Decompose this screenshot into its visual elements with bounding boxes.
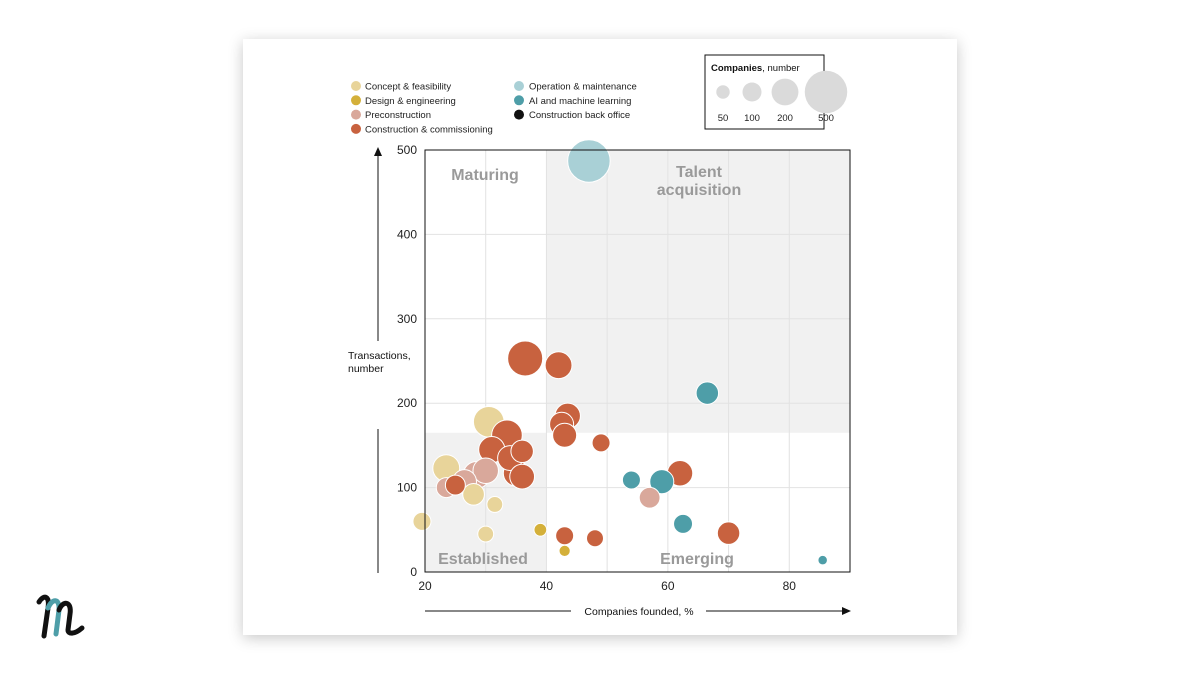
size-legend-label: 200	[777, 113, 793, 124]
x-tick-label: 60	[661, 579, 675, 593]
y-tick-label: 100	[397, 481, 417, 495]
y-axis-arrow-head	[374, 147, 382, 156]
bubble-construction	[509, 463, 536, 490]
quadrant-label-established: Established	[438, 551, 528, 568]
bubble-ai	[673, 513, 694, 534]
legend-swatch-concept	[351, 81, 361, 91]
size-legend-circle	[771, 78, 799, 106]
bubble-operation	[567, 139, 611, 183]
size-legend: Companies, number 50 100 200 500	[704, 54, 848, 130]
y-axis-label-line1: Transactions,	[348, 350, 411, 362]
legend-label-precon: Preconstruction	[365, 110, 431, 121]
bubble-construction	[555, 526, 575, 546]
bubble-concept	[486, 496, 504, 513]
size-legend-title: Companies, number	[711, 63, 800, 74]
y-tick-label: 500	[397, 143, 417, 157]
bubble-ai	[695, 381, 720, 405]
bubble-construction	[716, 521, 741, 545]
x-tick-label: 80	[783, 579, 797, 593]
bubble-ai	[621, 470, 641, 490]
bubble-design	[558, 544, 571, 558]
size-legend-title-rest: , number	[762, 63, 800, 74]
quadrant-label-maturing: Maturing	[451, 167, 519, 184]
legend-swatch-construction	[351, 123, 361, 134]
bubble-construction	[544, 351, 573, 380]
y-axis-label-line2: number	[348, 363, 384, 375]
x-tick-label: 40	[540, 579, 554, 593]
legend-label-operation: Operation & maintenance	[529, 82, 637, 93]
size-legend-label: 50	[718, 113, 729, 124]
y-tick-label: 300	[397, 312, 417, 326]
bubble-ai	[649, 469, 675, 495]
legend-swatch-operation	[514, 81, 524, 91]
bubble-design	[533, 522, 548, 537]
quadrant-label-talent-line2: acquisition	[657, 182, 741, 199]
legend-label-backoffice: Construction back office	[529, 110, 630, 121]
bubble-precon	[638, 486, 661, 509]
legend-label-construction: Construction & commissioning	[365, 124, 493, 135]
bubble-construction	[552, 422, 578, 448]
y-axis: Transactions,number	[348, 147, 411, 573]
y-tick-label: 400	[397, 227, 417, 241]
x-axis-arrow-head	[842, 607, 851, 615]
bubble-concept	[462, 483, 485, 506]
brand-logo	[36, 594, 85, 639]
plot-frame	[424, 149, 851, 573]
quadrant-label-talent-line1: Talent	[676, 164, 723, 181]
gridlines	[425, 150, 850, 572]
category-legend: Concept & feasibility Design & engineerin…	[351, 81, 637, 135]
bubble-construction	[507, 340, 544, 377]
quadrant-label-emerging: Emerging	[660, 551, 734, 568]
size-legend-circle	[742, 82, 762, 102]
size-legend-circle	[804, 70, 848, 114]
legend-swatch-backoffice	[514, 109, 524, 120]
size-legend-title-bold: Companies	[711, 63, 762, 74]
x-axis-label: Companies founded, %	[584, 606, 693, 618]
bubbles	[412, 139, 828, 566]
legend-swatch-design	[351, 95, 361, 106]
bubble-concept	[477, 525, 495, 543]
bubble-concept	[412, 511, 432, 531]
bubble-construction	[510, 439, 534, 464]
bubble-ai	[817, 554, 828, 566]
bubble-construction	[586, 529, 604, 548]
x-tick-label: 20	[418, 579, 432, 593]
bubble-precon	[472, 457, 499, 484]
legend-label-concept: Concept & feasibility	[365, 82, 451, 93]
legend-swatch-ai	[514, 95, 524, 106]
bubble-construction	[591, 433, 611, 453]
legend-label-design: Design & engineering	[365, 96, 456, 107]
legend-swatch-precon	[351, 109, 361, 120]
x-axis: Companies founded, %	[425, 606, 851, 618]
y-tick-label: 200	[397, 396, 417, 410]
size-legend-label: 500	[818, 113, 834, 124]
axis-ticks: 20 40 60 80 0 100 200 300 400 500	[397, 143, 796, 593]
size-legend-circle	[716, 85, 730, 99]
bubble-construction	[444, 474, 466, 496]
y-tick-label: 0	[410, 565, 417, 579]
size-legend-label: 100	[744, 113, 760, 124]
quadrant-talent-bg	[546, 150, 850, 433]
legend-label-ai: AI and machine learning	[529, 96, 631, 107]
chart-card: Maturing Talent acquisition Established Emer…	[243, 39, 957, 635]
